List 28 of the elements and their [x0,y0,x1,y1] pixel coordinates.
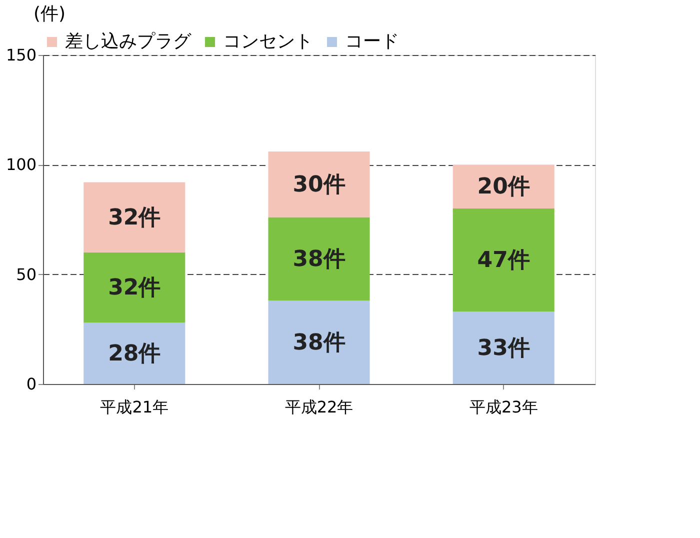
x-tick-label: 平成21年 [100,398,169,416]
bar [452,208,554,312]
y-tick-label: 50 [16,264,36,284]
legend-label: 差し込みプラグ [65,31,192,52]
x-tick-label: 平成23年 [469,398,538,416]
bar [452,312,554,384]
y-axis-title: (件) [34,4,66,24]
legend-label: コード [345,31,399,52]
data-label: 28件 [108,341,161,366]
x-tick-label: 平成22年 [284,398,354,416]
y-tick-label: 0 [26,374,36,394]
legend-label: コンセント [223,31,313,52]
data-label: 33件 [477,336,530,361]
data-label: 32件 [108,275,161,300]
data-label: 38件 [292,246,346,272]
data-label: 20件 [477,174,530,200]
bar [268,300,370,384]
data-label: 32件 [108,205,161,230]
bar [268,217,370,301]
bar [268,152,370,218]
y-tick-label: 100 [6,155,36,174]
data-label: 38件 [292,330,346,356]
bar [84,182,186,252]
bar [84,252,186,323]
y-tick-label: 150 [6,46,36,64]
data-label: 30件 [292,172,346,198]
bar [84,322,186,384]
data-label: 47件 [477,248,530,274]
